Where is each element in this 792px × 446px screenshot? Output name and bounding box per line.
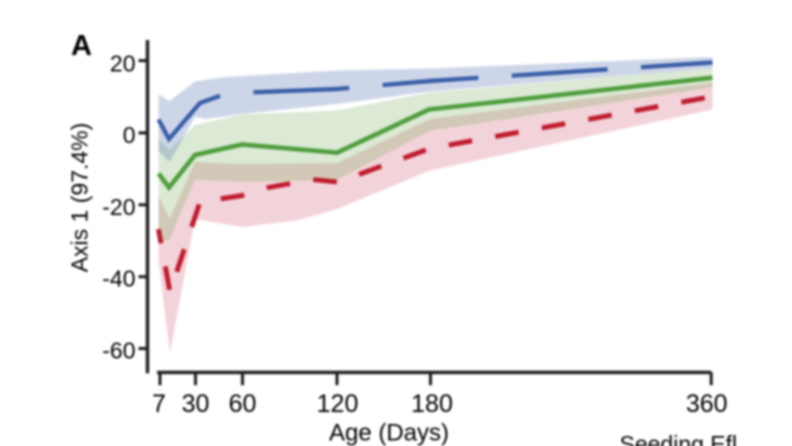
svg-text:120: 120 bbox=[317, 390, 359, 418]
svg-text:Seeding Efl: Seeding Efl bbox=[620, 431, 738, 446]
svg-text:Age (Days): Age (Days) bbox=[329, 420, 449, 446]
svg-text:-60: -60 bbox=[102, 338, 135, 364]
svg-text:Axis 1 (97.4%): Axis 1 (97.4%) bbox=[67, 123, 93, 273]
svg-text:20: 20 bbox=[110, 51, 136, 77]
svg-text:60: 60 bbox=[229, 390, 257, 418]
svg-text:-20: -20 bbox=[102, 194, 135, 220]
svg-text:30: 30 bbox=[182, 390, 210, 418]
svg-text:0: 0 bbox=[123, 122, 136, 148]
svg-text:7: 7 bbox=[152, 390, 166, 418]
svg-text:A: A bbox=[71, 30, 92, 62]
svg-text:-40: -40 bbox=[102, 266, 135, 292]
svg-text:180: 180 bbox=[411, 390, 453, 418]
svg-text:360: 360 bbox=[686, 390, 728, 418]
